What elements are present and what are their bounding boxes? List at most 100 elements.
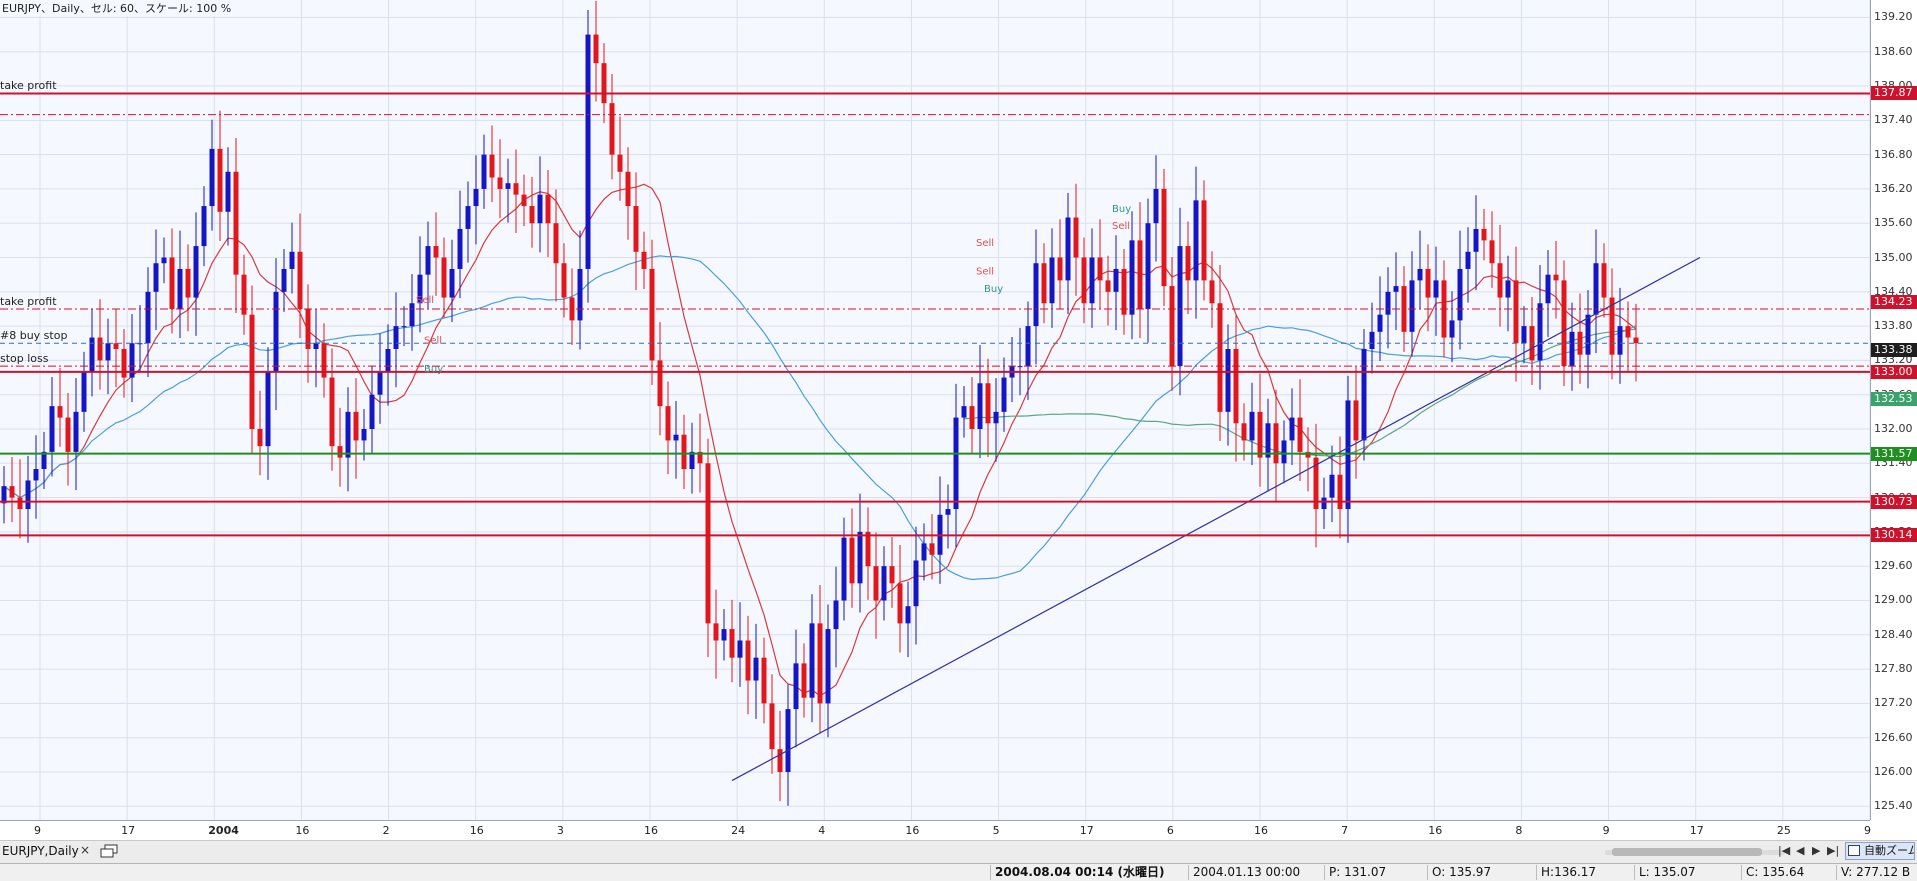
candle-bearish	[625, 171, 631, 207]
price-badge: 134.23	[1871, 294, 1917, 309]
candle-bearish	[745, 640, 751, 681]
chart-tab-label[interactable]: EURJPY,Daily	[2, 844, 79, 858]
candle-bearish	[1273, 423, 1279, 464]
price-badge: 130.14	[1871, 528, 1917, 543]
status-open: O: 135.97	[1427, 865, 1491, 880]
price-axis-tick: 133.80	[1874, 319, 1913, 333]
chart-area[interactable]: Sell Sell Buy Sell Sell Buy Buy Sell EURJPY、Dai…	[0, 0, 1870, 820]
candle-bearish	[1257, 411, 1263, 458]
candle-bearish	[697, 451, 703, 464]
candle-bearish	[777, 749, 783, 772]
candle-bearish	[337, 446, 343, 458]
candle-bearish	[553, 223, 559, 264]
new-window-icon[interactable]	[100, 844, 118, 858]
candle-bullish	[785, 709, 791, 772]
price-badge: 132.53	[1871, 391, 1917, 406]
candle-bullish	[585, 34, 591, 269]
price-badge: 131.57	[1871, 446, 1917, 461]
close-tab-icon[interactable]: ×	[80, 843, 91, 857]
time-axis-tick: 9	[1602, 824, 1610, 837]
time-axis-tick: 3	[556, 824, 564, 837]
candle-bullish	[1113, 268, 1119, 292]
candle-bearish	[593, 34, 599, 64]
candle-bearish	[817, 623, 823, 704]
trade-marker-sell: Sell	[976, 267, 994, 278]
candle-bearish	[321, 343, 327, 378]
first-bar-button[interactable]: |◀	[1778, 844, 1791, 857]
next-bar-button[interactable]: ▶	[1812, 844, 1821, 857]
candle-bullish	[265, 371, 271, 447]
candle-bullish	[73, 411, 79, 452]
candle-bullish	[401, 326, 407, 328]
candle-bullish	[673, 434, 679, 441]
candle-bearish	[353, 411, 359, 441]
candle-bullish	[689, 451, 695, 470]
candle-bullish	[377, 371, 383, 395]
candle-bearish	[729, 629, 735, 658]
candle-bearish	[705, 463, 711, 624]
price-chart[interactable]: Sell Sell Buy Sell Sell Buy Buy Sell	[0, 0, 1870, 820]
candle-bearish	[9, 486, 15, 498]
time-axis-tick: 16	[1428, 824, 1443, 837]
trade-marker-sell: Sell	[416, 295, 434, 306]
prev-bar-button[interactable]: ◀	[1796, 844, 1805, 857]
time-axis-tick: 4	[818, 824, 826, 837]
candle-bearish	[1081, 257, 1087, 304]
candle-bullish	[1449, 320, 1455, 338]
candle-bearish	[561, 263, 567, 298]
candle-bullish	[1345, 400, 1351, 510]
candle-bearish	[1137, 240, 1143, 309]
time-axis-tick: 17	[121, 824, 136, 837]
candle-bearish	[1497, 263, 1503, 298]
candle-bearish	[513, 183, 519, 195]
candle-bullish	[921, 543, 927, 561]
price-axis[interactable]: 139.20138.60138.00137.40136.80136.20135.…	[1870, 0, 1917, 820]
candle-bearish	[849, 537, 855, 584]
candle-bearish	[1625, 326, 1631, 338]
candle-bearish	[713, 623, 719, 641]
trade-marker-sell: Sell	[1112, 221, 1130, 232]
candle-bearish	[1553, 274, 1559, 281]
candle-bullish	[281, 268, 287, 292]
candle-bullish	[809, 623, 815, 698]
candle-bullish	[1385, 291, 1391, 315]
level-label: take profit	[0, 294, 57, 308]
candle-bearish	[297, 251, 303, 309]
chart-tab-bar: EURJPY,Daily × |◀ ◀ ▶ ▶| 自動ズーム	[0, 840, 1917, 863]
candle-bullish	[1049, 257, 1055, 304]
candle-bullish	[1393, 286, 1399, 292]
time-axis-tick: 8	[1515, 824, 1523, 837]
candle-bearish	[433, 246, 439, 258]
candle-bearish	[529, 206, 535, 224]
candle-bullish	[201, 206, 207, 247]
candle-bearish	[241, 274, 247, 315]
auto-zoom-button[interactable]: 自動ズーム	[1845, 842, 1915, 860]
candle-bearish	[1161, 188, 1167, 287]
candle-bearish	[1233, 348, 1239, 424]
scrollbar-thumb[interactable]	[1612, 848, 1762, 856]
candle-bearish	[1481, 228, 1487, 241]
candle-bearish	[169, 257, 175, 309]
candle-bullish	[393, 326, 399, 349]
last-bar-button[interactable]: ▶|	[1827, 844, 1840, 857]
candle-bearish	[1425, 268, 1431, 298]
candle-bullish	[1329, 474, 1335, 498]
price-axis-tick: 139.20	[1874, 10, 1913, 24]
zoom-icon	[1848, 845, 1860, 856]
candle-bullish	[385, 348, 391, 372]
candle-bullish	[1377, 314, 1383, 332]
candle-bullish	[833, 600, 839, 630]
candle-bearish	[1601, 263, 1607, 298]
candle-bearish	[17, 497, 23, 510]
candle-bullish	[161, 257, 167, 264]
candle-bearish	[1121, 268, 1127, 315]
candle-bullish	[505, 183, 511, 189]
time-axis: 9 17 2004 16 2 16 3 16 24 4 16 5 17 6 16 7 16 8 9 17 25 9	[0, 820, 1871, 841]
price-axis-tick: 128.40	[1874, 627, 1913, 641]
price-axis-tick: 129.00	[1874, 593, 1913, 607]
level-label: #8 buy stop	[0, 329, 68, 343]
candle-bullish	[1505, 280, 1511, 298]
time-axis-tick: 16	[1254, 824, 1268, 837]
candle-bearish	[1073, 217, 1079, 258]
candle-bearish	[633, 206, 639, 252]
